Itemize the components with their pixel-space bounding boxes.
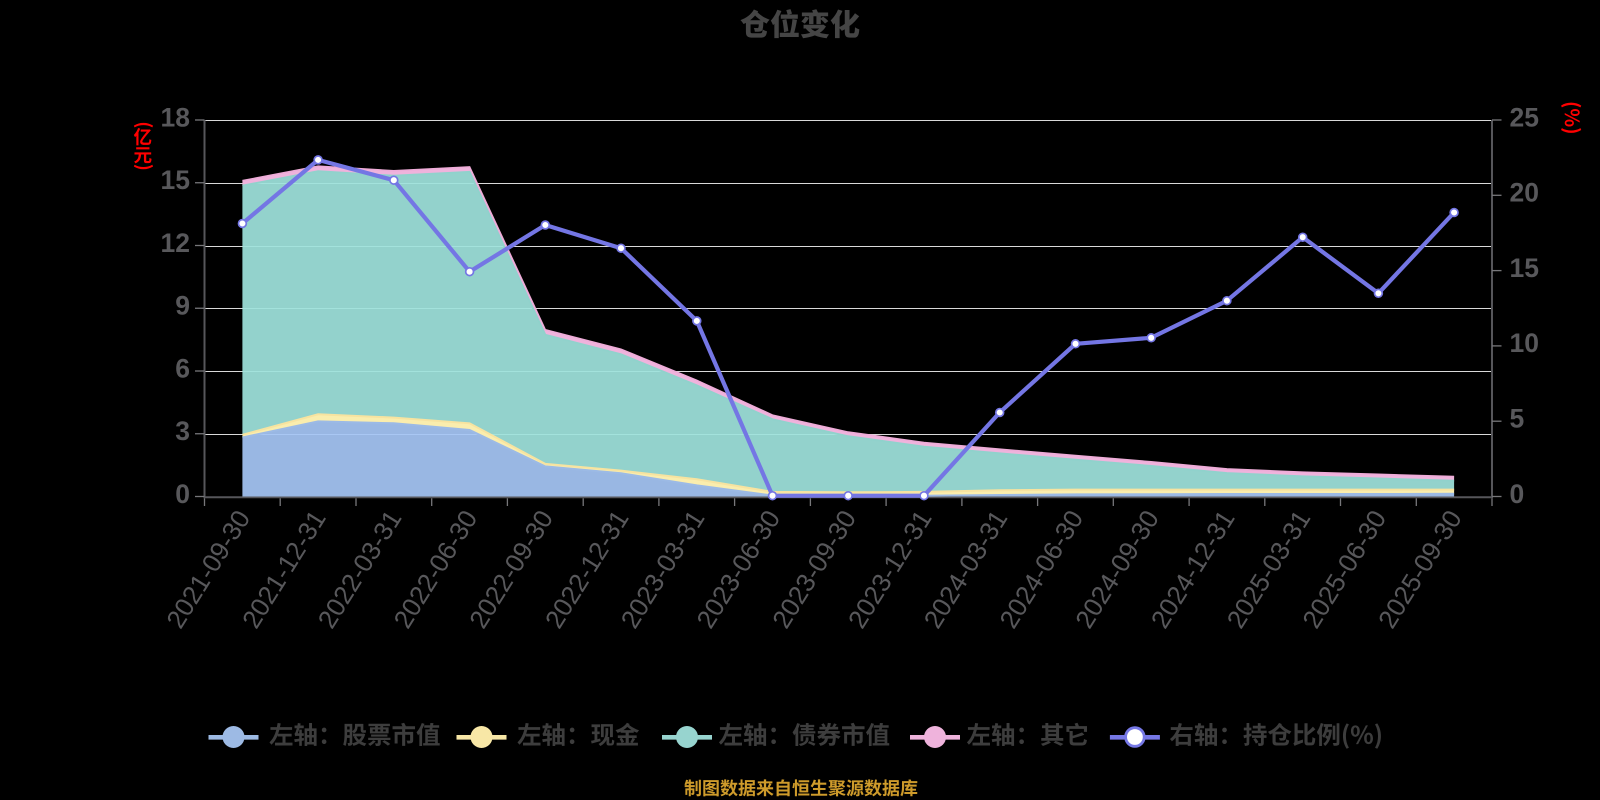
svg-text:5: 5	[1510, 404, 1525, 434]
svg-text:15: 15	[1510, 253, 1539, 283]
svg-text:25: 25	[1510, 102, 1539, 132]
svg-text:10: 10	[1510, 328, 1539, 358]
svg-text:0: 0	[175, 479, 190, 509]
svg-text:6: 6	[175, 353, 190, 383]
svg-text:12: 12	[161, 228, 190, 258]
svg-text:0: 0	[1510, 479, 1525, 509]
svg-text:20: 20	[1510, 178, 1539, 208]
svg-text:15: 15	[161, 165, 190, 195]
svg-text:9: 9	[175, 291, 190, 321]
svg-text:3: 3	[175, 416, 190, 446]
svg-text:18: 18	[161, 102, 190, 132]
